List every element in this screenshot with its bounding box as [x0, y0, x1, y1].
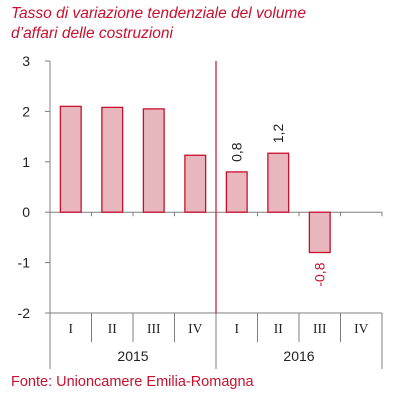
x-group-label: 2016: [283, 348, 314, 364]
chart-title-line-1: Tasso di variazione tendenziale del volu…: [11, 5, 306, 22]
x-category-label: II: [274, 321, 283, 336]
data-label: 0,8: [229, 142, 245, 162]
bar: [267, 152, 290, 213]
x-category-label: I: [235, 321, 240, 336]
y-tick-label: -1: [18, 255, 31, 271]
x-group-label: 2015: [117, 348, 148, 364]
bar: [59, 105, 82, 213]
y-tick-label: 0: [22, 204, 30, 220]
x-category-label: IV: [188, 321, 202, 336]
chart-title-line-2: d’affari delle costruzioni: [11, 25, 173, 42]
x-category-label: IV: [354, 321, 368, 336]
data-label: 1,2: [270, 124, 286, 144]
y-tick-label: 1: [22, 154, 30, 170]
bar: [225, 171, 248, 213]
x-category-label: I: [69, 321, 74, 336]
y-tick-label: 3: [22, 53, 30, 69]
data-label: -0,8: [312, 262, 328, 286]
source-note: Fonte: Unioncamere Emilia-Romagna: [11, 374, 254, 390]
bar: [101, 106, 124, 213]
chart-title: Tasso di variazione tendenziale del volu…: [11, 4, 396, 44]
x-category-label: II: [108, 321, 117, 336]
bar: [184, 154, 207, 213]
x-category-label: III: [147, 321, 161, 336]
bar: [142, 108, 165, 213]
bar: [308, 211, 331, 254]
y-tick-label: 2: [22, 103, 30, 119]
y-tick-label: -2: [18, 305, 31, 321]
x-category-label: III: [313, 321, 327, 336]
